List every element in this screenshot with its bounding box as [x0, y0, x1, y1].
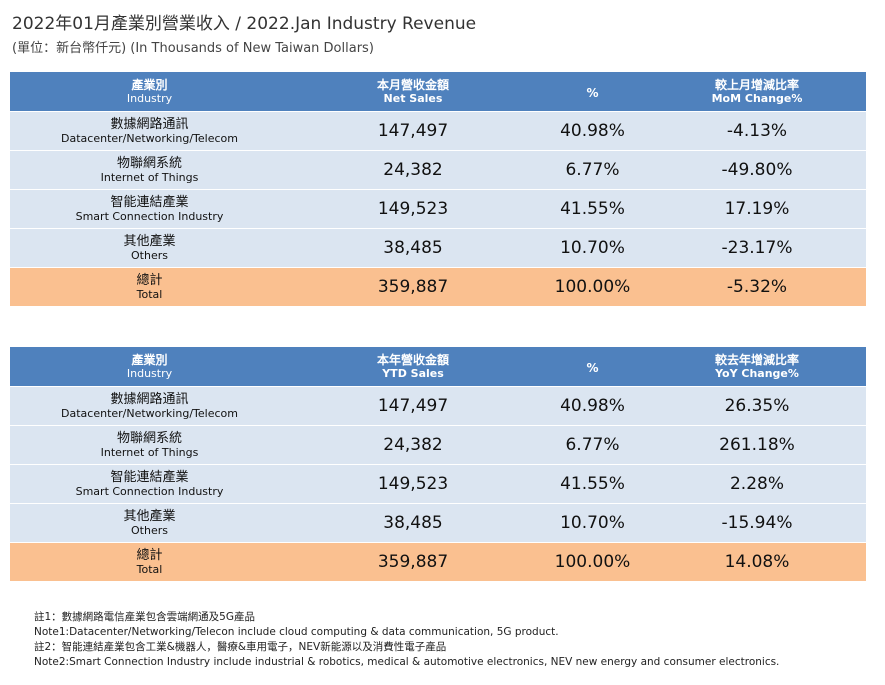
industry-header: 產業別 Industry — [10, 72, 289, 112]
change-cell: -23.17% — [648, 228, 866, 268]
sales-cell: 149,523 — [289, 189, 537, 229]
sales-cell: 38,485 — [289, 228, 537, 268]
yoy-change-header: 較去年增減比率 YoY Change% — [648, 347, 866, 387]
sales-cell: 38,485 — [289, 503, 537, 543]
table-row: 其他產業 Others 38,485 10.70% -15.94% — [10, 503, 866, 543]
change-cell: 261.18% — [648, 425, 866, 465]
industry-cell: 數據網路通訊 Datacenter/Networking/Telecom — [10, 386, 289, 426]
table-row: 數據網路通訊 Datacenter/Networking/Telecom 147,… — [10, 111, 866, 151]
change-cell: 2.28% — [648, 464, 866, 504]
percent-cell: 41.55% — [537, 464, 648, 504]
percent-cell: 6.77% — [537, 425, 648, 465]
change-cell: 26.35% — [648, 386, 866, 426]
percent-cell: 10.70% — [537, 228, 648, 268]
sales-cell: 359,887 — [289, 267, 537, 306]
industry-cell: 總計 Total — [10, 542, 289, 581]
note-1-zh: 註1：數據網路電信產業包含雲端網通及5G產品 — [34, 611, 255, 623]
sales-cell: 147,497 — [289, 386, 537, 426]
industry-cell: 總計 Total — [10, 267, 289, 306]
monthly-revenue-table: 產業別 Industry 本月營收金額 Net Sales % 較上月增減比率 … — [10, 72, 866, 306]
percent-cell: 100.00% — [537, 267, 648, 306]
table-row: 物聯網系統 Internet of Things 24,382 6.77% -49… — [10, 150, 866, 190]
sales-cell: 147,497 — [289, 111, 537, 151]
total-row: 總計 Total 359,887 100.00% 14.08% — [10, 542, 866, 581]
percent-cell: 10.70% — [537, 503, 648, 543]
change-cell: -5.32% — [648, 267, 866, 306]
table-row: 智能連結產業 Smart Connection Industry 149,523 … — [10, 464, 866, 504]
percent-cell: 6.77% — [537, 150, 648, 190]
industry-cell: 其他產業 Others — [10, 503, 289, 543]
note-2-en: Note2:Smart Connection Industry include … — [34, 656, 780, 668]
industry-cell: 其他產業 Others — [10, 228, 289, 268]
percent-header: % — [537, 72, 648, 112]
sales-cell: 24,382 — [289, 150, 537, 190]
note-1-en: Note1:Datacenter/Networking/Telecon incl… — [34, 626, 559, 638]
industry-cell: 物聯網系統 Internet of Things — [10, 425, 289, 465]
table-header-row: 產業別 Industry 本月營收金額 Net Sales % 較上月增減比率 … — [10, 72, 866, 112]
change-cell: -49.80% — [648, 150, 866, 190]
percent-cell: 41.55% — [537, 189, 648, 229]
change-cell: 14.08% — [648, 542, 866, 581]
unit-subtitle: (單位：新台幣仟元) (In Thousands of New Taiwan D… — [12, 41, 374, 56]
sales-cell: 149,523 — [289, 464, 537, 504]
change-cell: 17.19% — [648, 189, 866, 229]
note-2-zh: 註2：智能連結產業包含工業&機器人，醫療&車用電子，NEV新能源以及消費性電子產… — [34, 641, 447, 653]
sales-cell: 359,887 — [289, 542, 537, 581]
ytd-sales-header: 本年營收金額 YTD Sales — [289, 347, 537, 387]
mom-change-header: 較上月增減比率 MoM Change% — [648, 72, 866, 112]
industry-cell: 智能連結產業 Smart Connection Industry — [10, 189, 289, 229]
table-row: 物聯網系統 Internet of Things 24,382 6.77% 261… — [10, 425, 866, 465]
net-sales-header: 本月營收金額 Net Sales — [289, 72, 537, 112]
table-row: 其他產業 Others 38,485 10.70% -23.17% — [10, 228, 866, 268]
industry-cell: 物聯網系統 Internet of Things — [10, 150, 289, 190]
percent-cell: 100.00% — [537, 542, 648, 581]
table-header-row: 產業別 Industry 本年營收金額 YTD Sales % 較去年增減比率 … — [10, 347, 866, 387]
industry-header: 產業別 Industry — [10, 347, 289, 387]
table-row: 智能連結產業 Smart Connection Industry 149,523 … — [10, 189, 866, 229]
change-cell: -15.94% — [648, 503, 866, 543]
ytd-revenue-table: 產業別 Industry 本年營收金額 YTD Sales % 較去年增減比率 … — [10, 347, 866, 581]
sales-cell: 24,382 — [289, 425, 537, 465]
percent-cell: 40.98% — [537, 111, 648, 151]
industry-cell: 數據網路通訊 Datacenter/Networking/Telecom — [10, 111, 289, 151]
change-cell: -4.13% — [648, 111, 866, 151]
page-title: 2022年01月產業別營業收入 / 2022.Jan Industry Reve… — [12, 14, 477, 34]
percent-header: % — [537, 347, 648, 387]
percent-cell: 40.98% — [537, 386, 648, 426]
total-row: 總計 Total 359,887 100.00% -5.32% — [10, 267, 866, 306]
table-row: 數據網路通訊 Datacenter/Networking/Telecom 147,… — [10, 386, 866, 426]
footnotes: 註1：數據網路電信產業包含雲端網通及5G產品 Note1:Datacenter/… — [34, 610, 779, 670]
industry-cell: 智能連結產業 Smart Connection Industry — [10, 464, 289, 504]
